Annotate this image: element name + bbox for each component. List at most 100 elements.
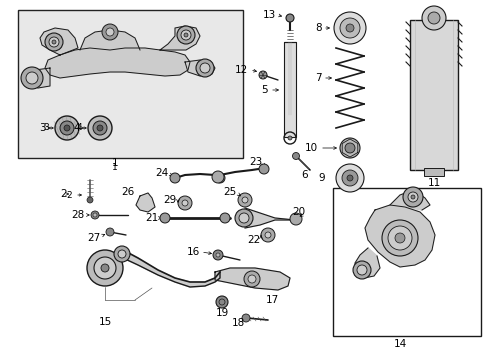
Circle shape	[212, 171, 224, 183]
Circle shape	[182, 200, 187, 206]
Text: 7: 7	[315, 73, 321, 83]
Circle shape	[402, 187, 422, 207]
Bar	[284, 42, 295, 137]
Circle shape	[215, 173, 224, 183]
Text: 29: 29	[163, 195, 177, 205]
Text: 13: 13	[262, 10, 275, 20]
Polygon shape	[215, 268, 289, 290]
Circle shape	[381, 220, 417, 256]
Circle shape	[200, 63, 209, 73]
Polygon shape	[45, 48, 190, 78]
Text: 28: 28	[72, 210, 85, 220]
Text: 27: 27	[86, 233, 100, 243]
Bar	[18, 10, 243, 158]
Circle shape	[356, 265, 366, 275]
Bar	[332, 188, 480, 336]
Circle shape	[87, 197, 93, 203]
Circle shape	[160, 213, 170, 223]
Circle shape	[235, 209, 252, 227]
Circle shape	[345, 143, 354, 153]
Text: 22: 22	[246, 235, 260, 245]
Polygon shape	[80, 30, 140, 50]
Circle shape	[242, 197, 247, 203]
Circle shape	[101, 264, 109, 272]
Circle shape	[21, 67, 43, 89]
Circle shape	[261, 228, 274, 242]
Circle shape	[242, 314, 249, 322]
Text: 24: 24	[154, 168, 168, 178]
Circle shape	[285, 14, 293, 22]
Circle shape	[333, 12, 365, 44]
Circle shape	[339, 18, 359, 38]
Circle shape	[346, 175, 352, 181]
Circle shape	[114, 246, 130, 262]
Circle shape	[407, 192, 417, 202]
Text: 21: 21	[144, 213, 158, 223]
Text: 9: 9	[318, 173, 325, 183]
Circle shape	[183, 33, 187, 37]
Text: 14: 14	[392, 339, 406, 349]
Text: 15: 15	[98, 317, 111, 327]
Circle shape	[181, 30, 191, 40]
Text: 18: 18	[231, 318, 244, 328]
Circle shape	[94, 257, 116, 279]
Circle shape	[49, 37, 59, 47]
Circle shape	[88, 116, 112, 140]
Polygon shape	[136, 193, 155, 212]
Circle shape	[244, 271, 260, 287]
Circle shape	[259, 71, 266, 79]
Circle shape	[341, 170, 357, 186]
Text: 25: 25	[224, 187, 237, 197]
Text: 3: 3	[43, 123, 49, 132]
Circle shape	[216, 296, 227, 308]
Circle shape	[60, 121, 74, 135]
Text: 17: 17	[265, 295, 278, 305]
Circle shape	[289, 213, 302, 225]
Polygon shape	[40, 28, 78, 55]
Circle shape	[427, 12, 439, 24]
Circle shape	[64, 125, 70, 131]
Circle shape	[196, 59, 214, 77]
Circle shape	[55, 116, 79, 140]
Text: 20: 20	[291, 207, 305, 217]
Polygon shape	[25, 68, 50, 88]
Circle shape	[93, 121, 107, 135]
Text: 1: 1	[111, 158, 118, 168]
Text: 2: 2	[60, 189, 67, 199]
Circle shape	[352, 261, 370, 279]
Text: 10: 10	[304, 143, 317, 153]
Circle shape	[220, 213, 229, 223]
Polygon shape	[354, 248, 379, 278]
Circle shape	[178, 196, 192, 210]
Bar	[409, 20, 457, 170]
Circle shape	[239, 213, 248, 223]
Circle shape	[170, 173, 180, 183]
Text: 4: 4	[73, 123, 80, 133]
Text: 3: 3	[40, 123, 46, 133]
Circle shape	[287, 136, 291, 140]
Text: 6: 6	[301, 170, 307, 180]
Circle shape	[177, 26, 195, 44]
Circle shape	[264, 232, 270, 238]
Circle shape	[387, 226, 411, 250]
Circle shape	[335, 164, 363, 192]
Text: 16: 16	[186, 247, 200, 257]
Circle shape	[26, 72, 38, 84]
Circle shape	[97, 125, 103, 131]
Text: 5: 5	[261, 85, 267, 95]
Text: 12: 12	[234, 65, 247, 75]
Circle shape	[52, 40, 56, 44]
Circle shape	[292, 153, 299, 159]
Circle shape	[87, 250, 123, 286]
Polygon shape	[364, 205, 434, 267]
Circle shape	[106, 228, 114, 236]
Polygon shape	[160, 26, 200, 50]
Circle shape	[394, 233, 404, 243]
Polygon shape	[123, 250, 220, 287]
Text: 4: 4	[76, 123, 82, 132]
Text: 19: 19	[215, 308, 228, 318]
Circle shape	[213, 250, 223, 260]
Polygon shape	[184, 60, 215, 76]
Circle shape	[102, 24, 118, 40]
Circle shape	[238, 193, 251, 207]
